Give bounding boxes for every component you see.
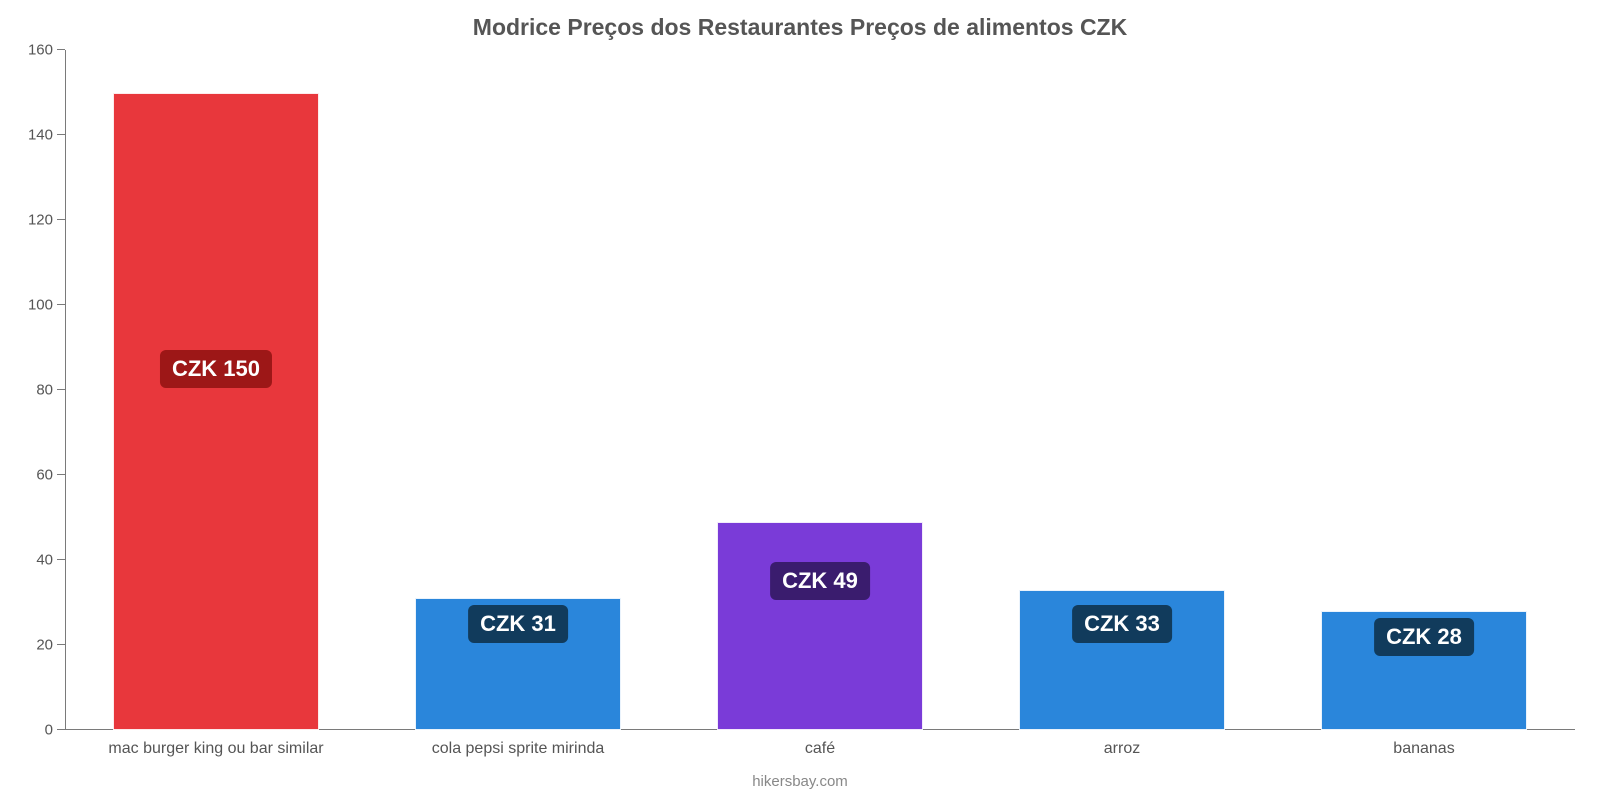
- x-tick-label: mac burger king ou bar similar: [108, 730, 323, 758]
- x-tick-label: bananas: [1393, 730, 1454, 758]
- y-tick-label: 120: [28, 212, 65, 229]
- y-tick-label: 160: [28, 42, 65, 59]
- bar-value-label: CZK 33: [1072, 605, 1172, 643]
- y-tick-label: 100: [28, 297, 65, 314]
- x-tick-label: café: [805, 730, 835, 758]
- y-tick-label: 0: [45, 722, 65, 739]
- bar: [717, 522, 922, 730]
- bar-value-label: CZK 31: [468, 605, 568, 643]
- y-tick-label: 20: [36, 637, 65, 654]
- chart-footer: hikersbay.com: [0, 773, 1600, 790]
- y-tick-label: 40: [36, 552, 65, 569]
- bar-value-label: CZK 150: [160, 350, 272, 388]
- bar-value-label: CZK 28: [1374, 618, 1474, 656]
- bar: [113, 93, 318, 731]
- y-tick-label: 140: [28, 127, 65, 144]
- x-tick-label: arroz: [1104, 730, 1140, 758]
- y-tick-label: 80: [36, 382, 65, 399]
- bar-value-label: CZK 49: [770, 562, 870, 600]
- plot-area: CZK 150CZK 31CZK 49CZK 33CZK 28 02040608…: [65, 50, 1575, 730]
- chart-title: Modrice Preços dos Restaurantes Preços d…: [0, 0, 1600, 47]
- chart-container: Modrice Preços dos Restaurantes Preços d…: [0, 0, 1600, 800]
- bars-layer: CZK 150 CZK 31 CZK 49 CZK 33 CZK 28: [65, 50, 1575, 730]
- y-tick-label: 60: [36, 467, 65, 484]
- x-tick-label: cola pepsi sprite mirinda: [432, 730, 605, 758]
